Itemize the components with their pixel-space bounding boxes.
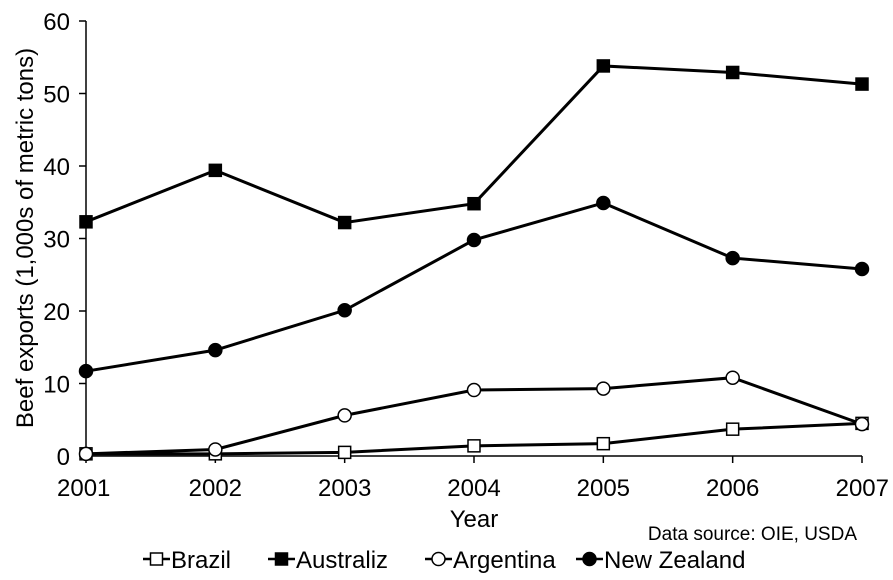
y-tick-label: 50 (43, 82, 70, 109)
data-point-argentina (725, 370, 740, 385)
data-point-argentina (78, 446, 94, 462)
data-source-note: Data source: OIE, USDA (648, 524, 857, 545)
series-brazil (79, 416, 869, 461)
data-point-australiz (337, 215, 352, 230)
data-point-argentina (466, 382, 482, 398)
data-point-argentina (337, 408, 352, 423)
x-tick-label: 2002 (189, 475, 242, 502)
data-point-brazil (596, 436, 611, 451)
y-tick-label: 20 (43, 299, 70, 326)
legend-label-australiz: Australiz (296, 547, 388, 574)
data-point-australiz (855, 77, 869, 91)
data-point-australiz (725, 65, 740, 80)
legend-label-argentina: Argentina (453, 547, 556, 574)
data-point-new-zealand (854, 261, 870, 277)
series-new-zealand (78, 195, 870, 379)
x-tick-label: 2007 (836, 475, 889, 502)
legend-item-new-zealand: New Zealand (576, 547, 745, 574)
data-point-australiz (467, 196, 481, 211)
legend-marker-brazil (149, 552, 164, 566)
x-tick-label: 2004 (447, 475, 500, 502)
y-tick-label: 60 (43, 9, 70, 36)
data-point-brazil (725, 422, 740, 436)
x-axis: 2001 2002 2003 2004 2005 2006 2007 (57, 455, 889, 502)
series-group (78, 59, 870, 462)
legend-label-new-zealand: New Zealand (604, 547, 745, 574)
legend-item-australiz: Australiz (268, 547, 388, 574)
data-point-argentina (208, 442, 223, 457)
y-tick-label: 10 (43, 372, 70, 399)
data-point-brazil (337, 445, 352, 460)
data-point-argentina (854, 416, 870, 432)
legend: Brazil Australiz Argentina New Zealand (143, 547, 745, 574)
y-tick-label: 0 (57, 444, 70, 471)
data-point-australiz (596, 59, 611, 73)
data-point-new-zealand (725, 250, 740, 266)
x-tick-label: 2006 (706, 475, 759, 502)
x-tick-label: 2005 (577, 475, 630, 502)
data-point-new-zealand (466, 232, 482, 248)
data-point-new-zealand (78, 363, 94, 379)
legend-marker-argentina (431, 551, 446, 567)
y-axis: 0 10 20 30 40 50 60 (43, 9, 87, 471)
data-point-australiz (208, 163, 223, 178)
legend-item-argentina: Argentina (425, 547, 556, 574)
x-axis-title: Year (450, 506, 499, 533)
data-point-new-zealand (337, 303, 352, 318)
legend-marker-new-zealand (582, 551, 597, 567)
x-tick-label: 2003 (318, 475, 371, 502)
y-axis-title: Beef exports (1,000s of metric tons) (12, 48, 39, 428)
x-tick-label: 2001 (57, 475, 110, 502)
data-point-brazil (467, 439, 481, 453)
legend-label-brazil: Brazil (171, 547, 231, 574)
data-point-new-zealand (208, 342, 223, 358)
data-point-australiz (79, 215, 93, 229)
series-australiz (79, 59, 869, 230)
legend-marker-australiz (274, 552, 289, 566)
y-tick-label: 30 (43, 227, 70, 254)
series-line-new-zealand (85, 201, 863, 373)
legend-item-brazil: Brazil (143, 547, 231, 574)
data-point-new-zealand (596, 195, 611, 211)
y-tick-label: 40 (43, 154, 70, 181)
data-point-argentina (596, 381, 611, 396)
series-argentina (78, 370, 870, 462)
